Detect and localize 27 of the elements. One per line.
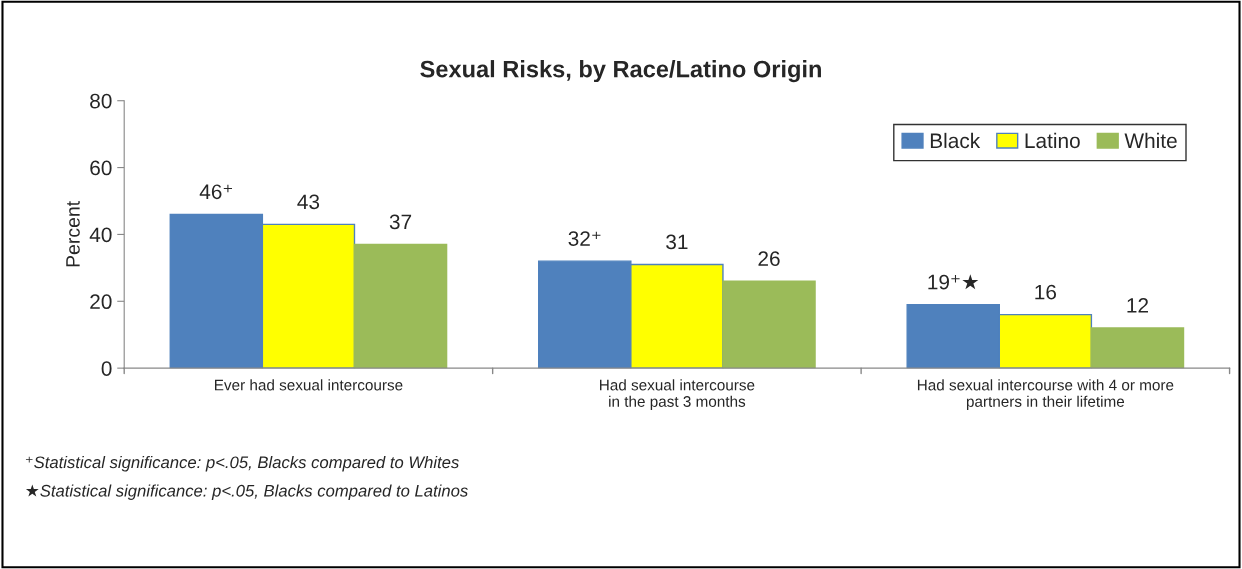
text: ⁺Statistical significance: p<.05, Blacks compared to Whites <box>25 455 459 472</box>
data-label: 31 <box>666 234 688 250</box>
bar <box>722 280 816 369</box>
data-label: 43 <box>297 194 320 210</box>
x-tick-label: Had sexual intercourse with 4 or more partners in their lifetime <box>917 379 1174 410</box>
y-tick-label: 40 <box>89 227 112 243</box>
legend-label: Black <box>930 132 981 149</box>
data-label: 32⁺ <box>568 231 601 246</box>
y-axis-title: Percent <box>66 201 80 267</box>
data-label: 16 <box>1035 284 1057 300</box>
x-tick-label: Ever had sexual intercourse <box>215 379 403 391</box>
bar <box>353 243 448 369</box>
y-tick-label: 20 <box>90 294 112 310</box>
x-tick-label: Had sexual intercourse in the past 3 months <box>600 379 755 410</box>
data-label: 19⁺★ <box>928 274 979 290</box>
chart-title: Sexual Risks, by Race/Latino Origin <box>420 60 821 83</box>
y-tick-label: 80 <box>90 93 112 109</box>
bar <box>1090 327 1185 369</box>
legend-label: Latino <box>1025 132 1080 149</box>
data-label: 37 <box>389 214 412 230</box>
text: ★Statistical significance: p<.05, Blacks compared to Latinos <box>25 484 468 500</box>
data-label: 46⁺ <box>199 184 233 200</box>
data-label: 12 <box>1127 298 1149 313</box>
y-tick-label: 0 <box>101 361 112 376</box>
data-label: 26 <box>758 251 780 266</box>
y-tick-label: 60 <box>90 160 112 176</box>
legend-label: White <box>1124 132 1177 149</box>
